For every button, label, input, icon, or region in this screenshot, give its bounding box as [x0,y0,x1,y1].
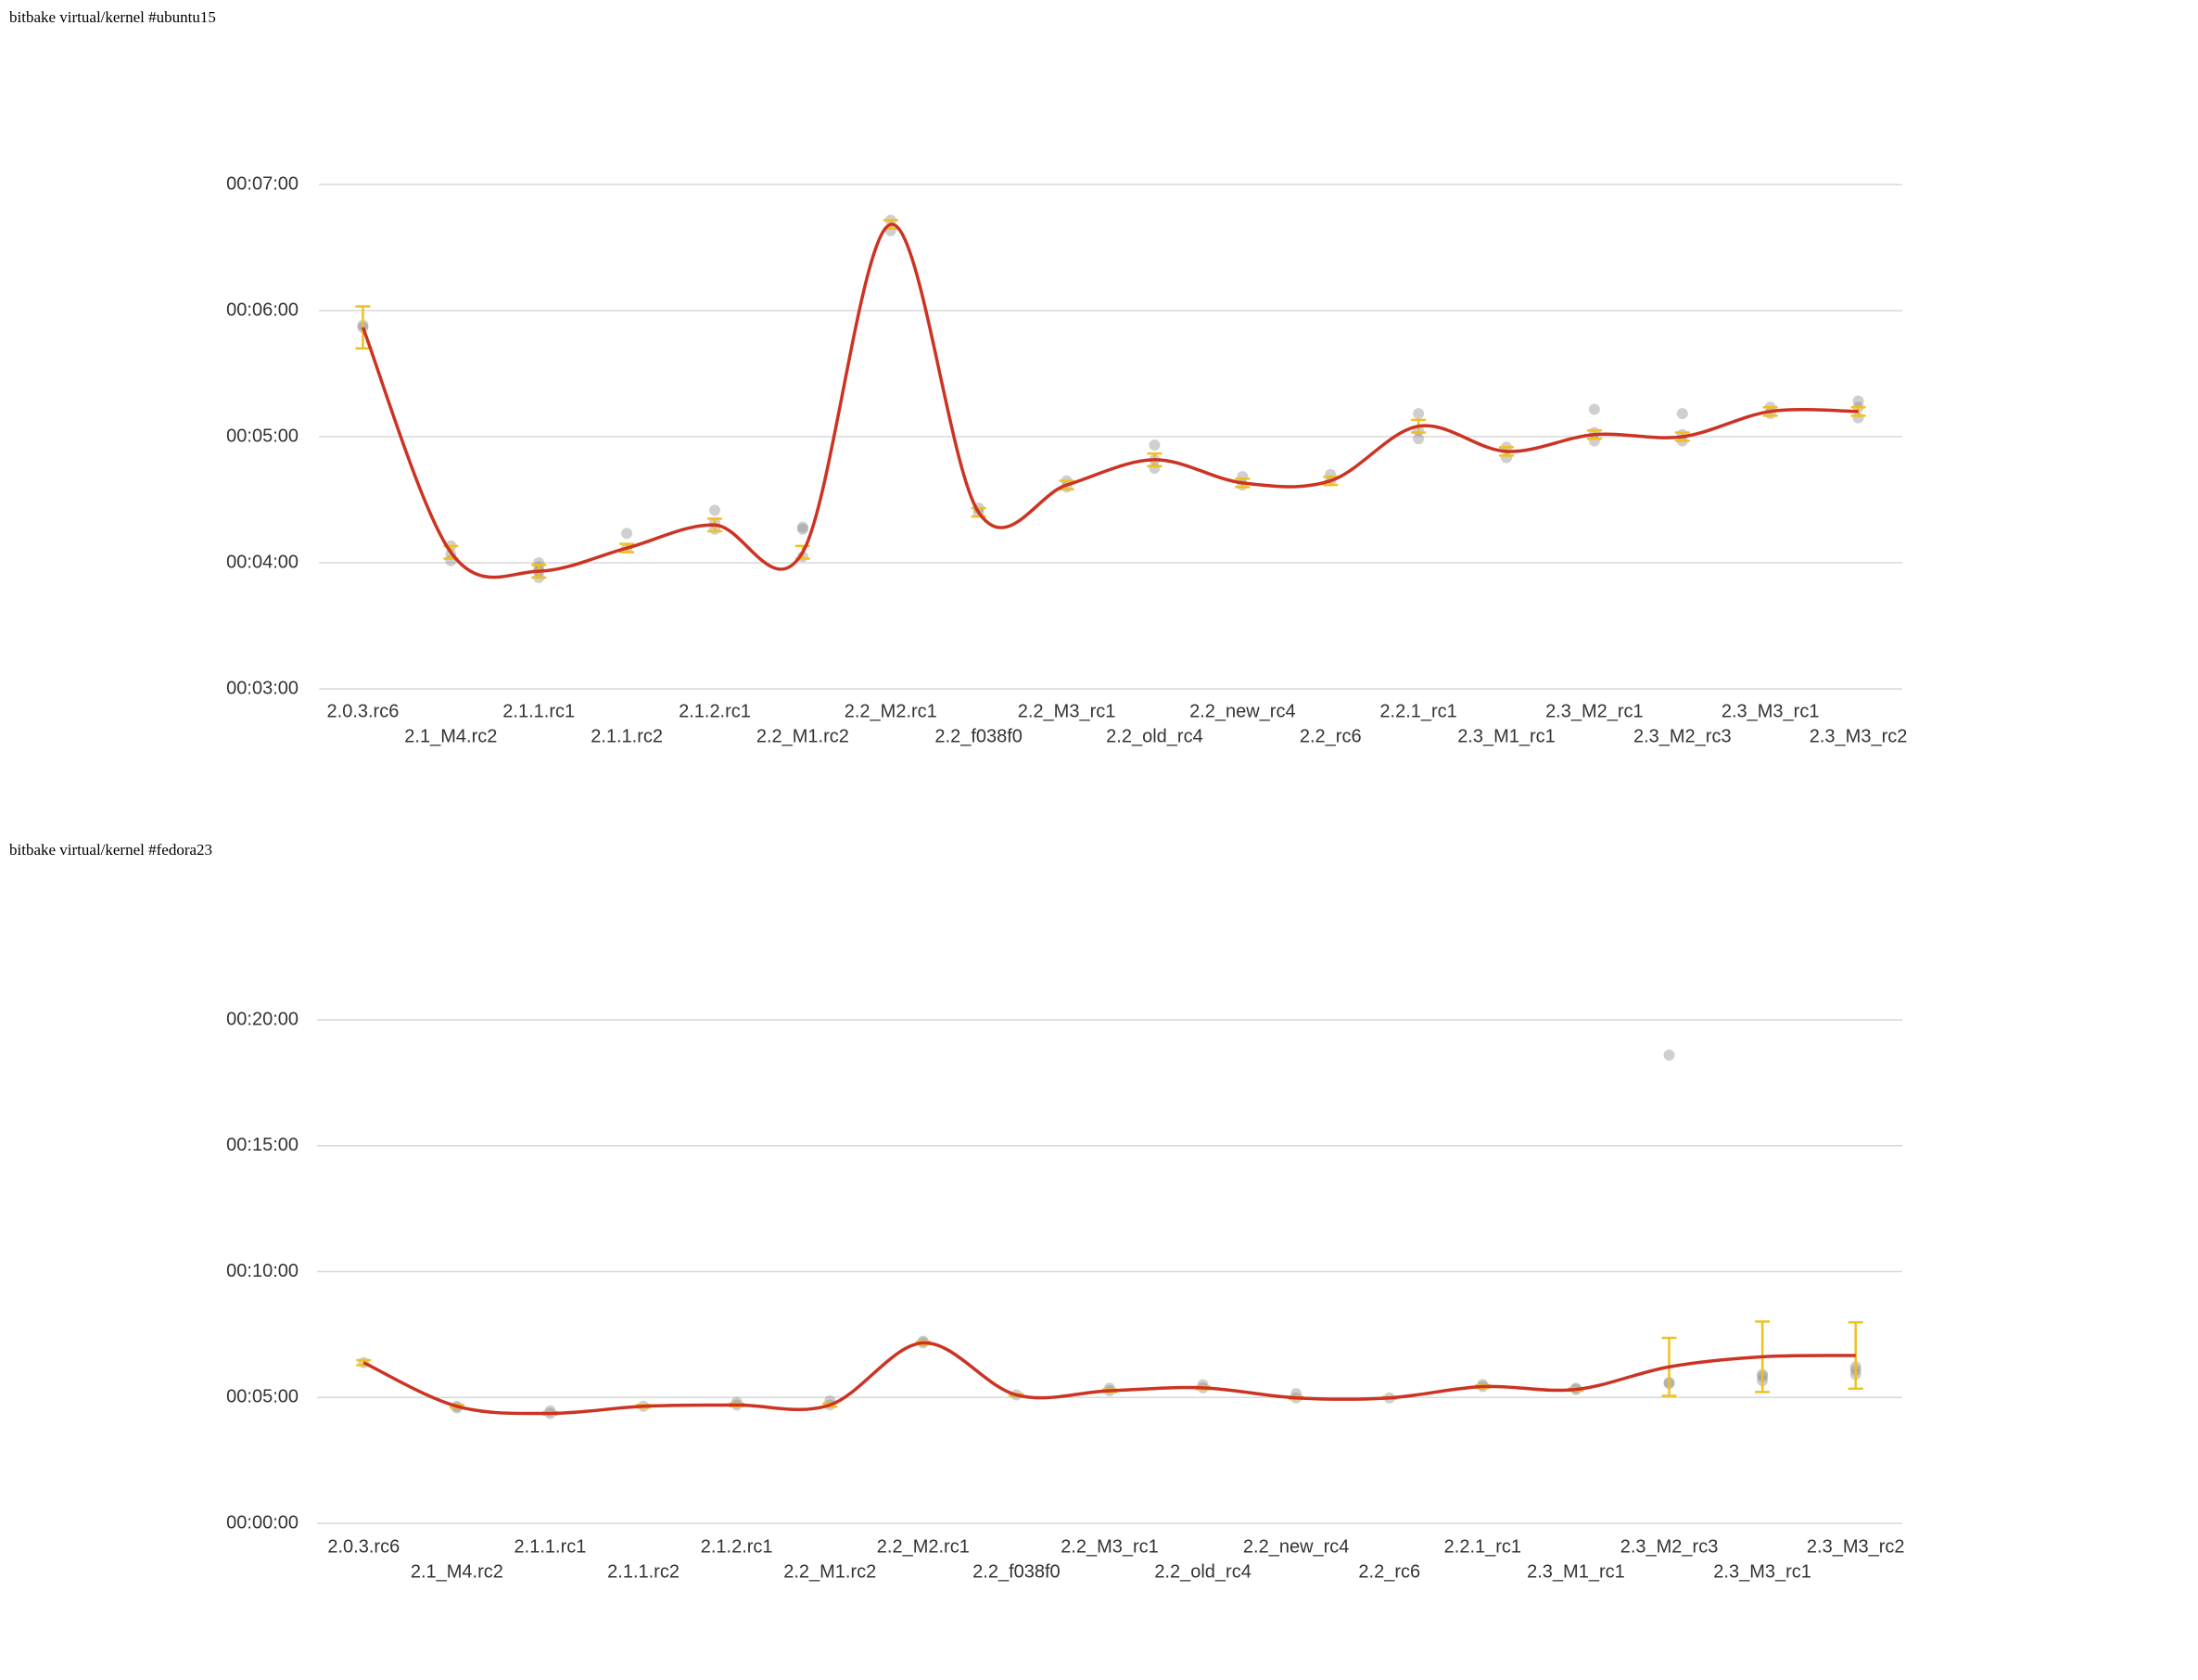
x-tick-label: 2.2_new_rc4 [1243,1536,1350,1557]
y-tick-label: 00:03:00 [226,678,299,698]
y-tick-label: 00:05:00 [226,426,299,446]
y-tick-label: 00:05:00 [226,1387,299,1407]
sample-point [1149,439,1161,452]
sample-point [709,504,720,516]
x-tick-label: 2.3_M1_rc1 [1457,726,1556,746]
sample-point [1663,1050,1675,1062]
sample-point [1588,403,1600,415]
x-tick-label: 2.3_M3_rc1 [1713,1561,1811,1582]
x-tick-label: 2.2_rc6 [1358,1561,1420,1582]
x-tick-label: 2.2_M3_rc1 [1061,1536,1159,1557]
x-tick-label: 2.1.1.rc1 [502,701,575,721]
x-tick-label: 2.2_old_rc4 [1154,1561,1251,1582]
sample-point [796,523,808,535]
x-tick-label: 2.2_f038f0 [934,726,1023,746]
x-tick-label: 2.2.1_rc1 [1379,701,1456,721]
x-tick-label: 2.2_M3_rc1 [1018,701,1116,721]
x-tick-label: 2.1.1.rc2 [607,1561,680,1582]
y-tick-label: 00:20:00 [226,1009,299,1029]
x-tick-label: 2.1_M4.rc2 [411,1561,503,1582]
y-tick-label: 00:07:00 [226,173,299,194]
x-tick-label: 2.0.3.rc6 [327,1536,400,1557]
x-tick-label: 2.2.1_rc1 [1444,1536,1521,1557]
mean-line [362,1341,1856,1416]
chart-title: bitbake virtual/kernel #fedora23 [9,841,212,859]
x-tick-label: 2.3_M3_rc1 [1722,701,1820,721]
x-tick-label: 2.2_M1.rc2 [783,1561,876,1582]
x-tick-label: 2.3_M1_rc1 [1527,1561,1625,1582]
y-tick-label: 00:04:00 [226,552,299,572]
x-tick-label: 2.2_f038f0 [972,1561,1061,1582]
x-tick-label: 2.1.1.rc2 [591,726,663,746]
sample-point [1413,408,1425,420]
sample-point [796,521,808,533]
x-tick-label: 2.2_new_rc4 [1189,701,1296,721]
sample-point [1676,408,1688,420]
x-tick-label: 2.2_M2.rc1 [877,1536,970,1557]
y-tick-label: 00:10:00 [226,1261,299,1281]
x-tick-label: 2.3_M3_rc2 [1810,726,1908,746]
x-tick-label: 2.1.2.rc1 [679,701,751,721]
x-tick-label: 2.0.3.rc6 [327,701,400,721]
y-tick-label: 00:00:00 [226,1512,299,1533]
sample-point [1852,395,1864,407]
x-tick-label: 2.1_M4.rc2 [404,726,497,746]
x-tick-label: 2.1.1.rc1 [515,1536,587,1557]
x-tick-label: 2.2_old_rc4 [1106,726,1203,746]
x-tick-label: 2.2_rc6 [1300,726,1362,746]
chart-title: bitbake virtual/kernel #ubuntu15 [9,8,216,26]
x-tick-label: 2.3_M2_rc1 [1545,701,1644,721]
mean-line [361,223,1859,579]
x-tick-label: 2.2_M2.rc1 [845,701,937,721]
x-tick-label: 2.3_M2_rc3 [1633,726,1732,746]
y-tick-label: 00:15:00 [226,1135,299,1155]
y-tick-label: 00:06:00 [226,299,299,320]
x-tick-label: 2.2_M1.rc2 [756,726,849,746]
x-tick-label: 2.3_M2_rc3 [1620,1536,1719,1557]
sample-point [621,528,633,540]
sample-point [1413,433,1425,445]
x-tick-label: 2.1.2.rc1 [701,1536,773,1557]
x-tick-label: 2.3_M3_rc2 [1807,1536,1905,1557]
